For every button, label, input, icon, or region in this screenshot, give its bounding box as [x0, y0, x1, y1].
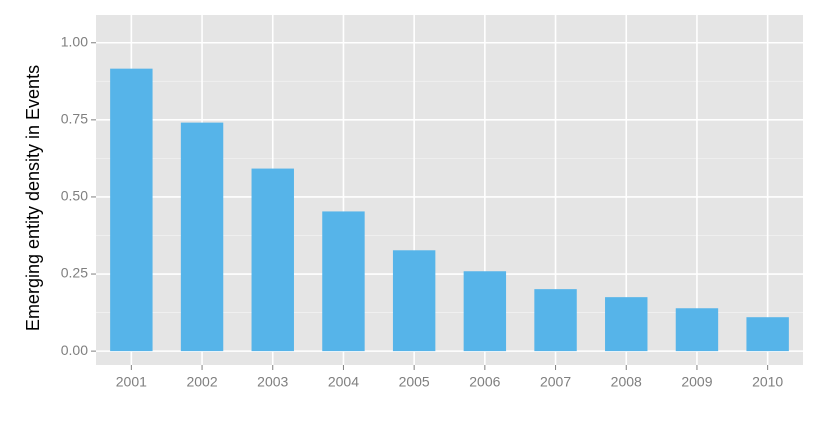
bar: [392, 250, 436, 352]
bar: [251, 168, 294, 352]
x-tick-label: 2003: [257, 374, 288, 390]
y-tick-label: 0.00: [61, 342, 88, 358]
bar: [605, 297, 648, 352]
x-tick-label: 2006: [469, 374, 500, 390]
bar: [534, 289, 577, 352]
y-tick-label: 0.75: [61, 111, 88, 127]
y-axis-title: Emerging entity density in Events: [23, 65, 43, 331]
y-tick-label: 0.25: [61, 265, 88, 281]
bar: [110, 68, 153, 352]
x-tick-label: 2002: [186, 374, 217, 390]
y-tick-label: 0.50: [61, 188, 88, 204]
x-tick-label: 2001: [116, 374, 147, 390]
x-tick-label: 2007: [540, 374, 571, 390]
x-tick-label: 2009: [681, 374, 712, 390]
bar: [322, 211, 365, 352]
bar: [675, 308, 719, 352]
bar: [180, 122, 224, 352]
x-tick-label: 2004: [328, 374, 359, 390]
x-tick-label: 2005: [399, 374, 430, 390]
bar: [746, 317, 789, 352]
bar: [463, 271, 507, 352]
y-tick-label: 1.00: [61, 33, 88, 49]
x-tick-label: 2010: [752, 374, 783, 390]
x-tick-label: 2008: [611, 374, 642, 390]
